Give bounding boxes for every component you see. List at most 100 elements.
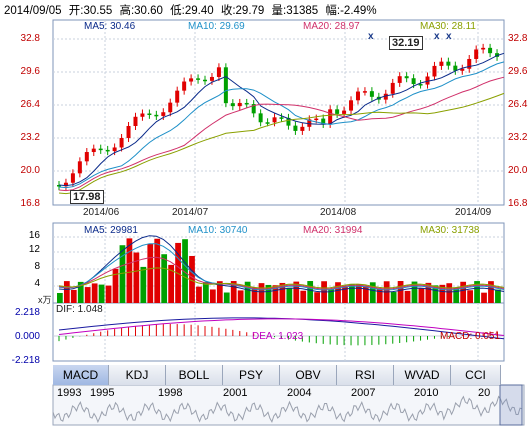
quote-change: 幅:-2.49% bbox=[325, 5, 377, 17]
quote-date: 2014/09/05 bbox=[4, 5, 62, 17]
price-ma10-label: MA10: 29.69 bbox=[188, 21, 245, 32]
event-marker-icon[interactable]: x bbox=[368, 31, 374, 42]
volume-bar bbox=[84, 287, 91, 303]
tab-kdj[interactable]: KDJ bbox=[109, 365, 166, 385]
timeline-year: 20 bbox=[478, 387, 491, 399]
price-candle bbox=[57, 185, 61, 187]
timeline-sparkline bbox=[52, 395, 523, 424]
macd-dea-label: DEA: 1.023 bbox=[252, 331, 304, 342]
tab-macd[interactable]: MACD bbox=[53, 365, 109, 385]
price-candle bbox=[474, 49, 479, 59]
price-candle bbox=[272, 117, 277, 123]
timeline-year: 2004 bbox=[287, 387, 312, 399]
volume-bar bbox=[175, 242, 181, 303]
tab-wvad[interactable]: WVAD bbox=[394, 365, 451, 385]
price-candle bbox=[432, 65, 437, 77]
price-candle bbox=[154, 114, 159, 117]
volume-bar bbox=[314, 292, 321, 303]
volume-bar bbox=[140, 266, 147, 303]
macd-ytick: -2.218 bbox=[11, 355, 40, 366]
price-ytick-right: 26.4 bbox=[508, 99, 528, 110]
volume-bar bbox=[411, 281, 418, 303]
price-candle bbox=[223, 67, 228, 104]
date-tick: 2014/08 bbox=[320, 207, 357, 218]
volume-bar bbox=[481, 292, 487, 303]
volume-bar bbox=[432, 285, 439, 303]
tab-rsi[interactable]: RSI bbox=[337, 365, 394, 385]
quote-close: 收:29.79 bbox=[220, 5, 265, 17]
volume-bar bbox=[119, 245, 126, 303]
price-candle bbox=[362, 91, 367, 93]
price-candle bbox=[230, 103, 235, 107]
price-candle bbox=[189, 78, 194, 82]
macd-panel-frame bbox=[52, 302, 505, 362]
volume-bar bbox=[251, 287, 258, 303]
volume-bar bbox=[390, 292, 397, 303]
timeline-year: 1998 bbox=[158, 387, 183, 399]
price-candle bbox=[216, 67, 221, 77]
high-price-callout: 32.19 bbox=[389, 36, 423, 50]
volume-bar bbox=[404, 290, 411, 303]
volume-ma5-label: MA5: 29981 bbox=[84, 225, 138, 236]
volume-bar bbox=[168, 264, 175, 303]
volume-bar bbox=[349, 283, 355, 303]
price-candle bbox=[98, 148, 103, 151]
price-panel-frame bbox=[52, 19, 505, 206]
volume-bar bbox=[230, 281, 237, 303]
price-candle bbox=[300, 126, 305, 131]
price-ma20-label: MA20: 28.97 bbox=[303, 21, 360, 32]
low-price-callout: 17.98 bbox=[70, 190, 104, 204]
volume-bar bbox=[133, 252, 140, 303]
volume-bar bbox=[439, 284, 446, 303]
ma10-line bbox=[58, 61, 505, 189]
quote-low: 低:29.40 bbox=[170, 5, 214, 17]
price-candle bbox=[209, 76, 214, 81]
timeline-range-handle[interactable] bbox=[499, 384, 523, 426]
volume-bar bbox=[223, 292, 230, 303]
volume-bar bbox=[397, 281, 404, 303]
price-ytick-left: 23.2 bbox=[20, 132, 40, 143]
quote-volume: 量:31385 bbox=[271, 5, 319, 17]
price-ma5-label: MA5: 30.46 bbox=[84, 21, 136, 32]
tab-boll[interactable]: BOLL bbox=[166, 365, 223, 385]
price-candle bbox=[168, 102, 173, 113]
price-candle bbox=[425, 76, 430, 85]
volume-ma10-line bbox=[58, 243, 505, 291]
volume-bar bbox=[355, 284, 362, 303]
volume-ma20-line bbox=[58, 256, 505, 290]
price-candle bbox=[460, 68, 465, 71]
volume-ytick: 12 bbox=[28, 244, 40, 255]
volume-bar bbox=[335, 282, 341, 303]
price-candle bbox=[467, 58, 472, 69]
volume-bar bbox=[182, 239, 188, 303]
macd-dif-label: DIF: 1.048 bbox=[56, 304, 103, 315]
event-marker-icon[interactable]: x bbox=[446, 31, 452, 42]
volume-bar bbox=[237, 290, 244, 303]
volume-ytick: 8 bbox=[34, 261, 40, 272]
volume-bar bbox=[77, 281, 84, 303]
volume-bar bbox=[196, 286, 202, 303]
volume-bar bbox=[105, 285, 112, 303]
macd-dea-line bbox=[58, 318, 505, 336]
volume-bar bbox=[154, 238, 161, 303]
price-candle bbox=[91, 148, 96, 153]
volume-bar bbox=[342, 286, 348, 303]
price-candle bbox=[105, 149, 110, 152]
price-candle bbox=[119, 137, 124, 148]
volume-bar bbox=[203, 282, 209, 303]
volume-bar bbox=[70, 289, 77, 303]
volume-bar bbox=[328, 289, 334, 303]
price-candle bbox=[140, 113, 145, 117]
timeline-year: 2010 bbox=[414, 387, 439, 399]
price-candle bbox=[355, 91, 360, 101]
tab-cci[interactable]: CCI bbox=[451, 365, 501, 385]
price-candle bbox=[286, 117, 291, 126]
tab-psy[interactable]: PSY bbox=[223, 365, 280, 385]
volume-bar bbox=[147, 244, 154, 303]
event-marker-icon[interactable]: x bbox=[434, 31, 440, 42]
price-candle bbox=[84, 152, 89, 162]
price-candle bbox=[293, 125, 298, 131]
volume-bar bbox=[307, 281, 314, 303]
tab-obv[interactable]: OBV bbox=[280, 365, 337, 385]
